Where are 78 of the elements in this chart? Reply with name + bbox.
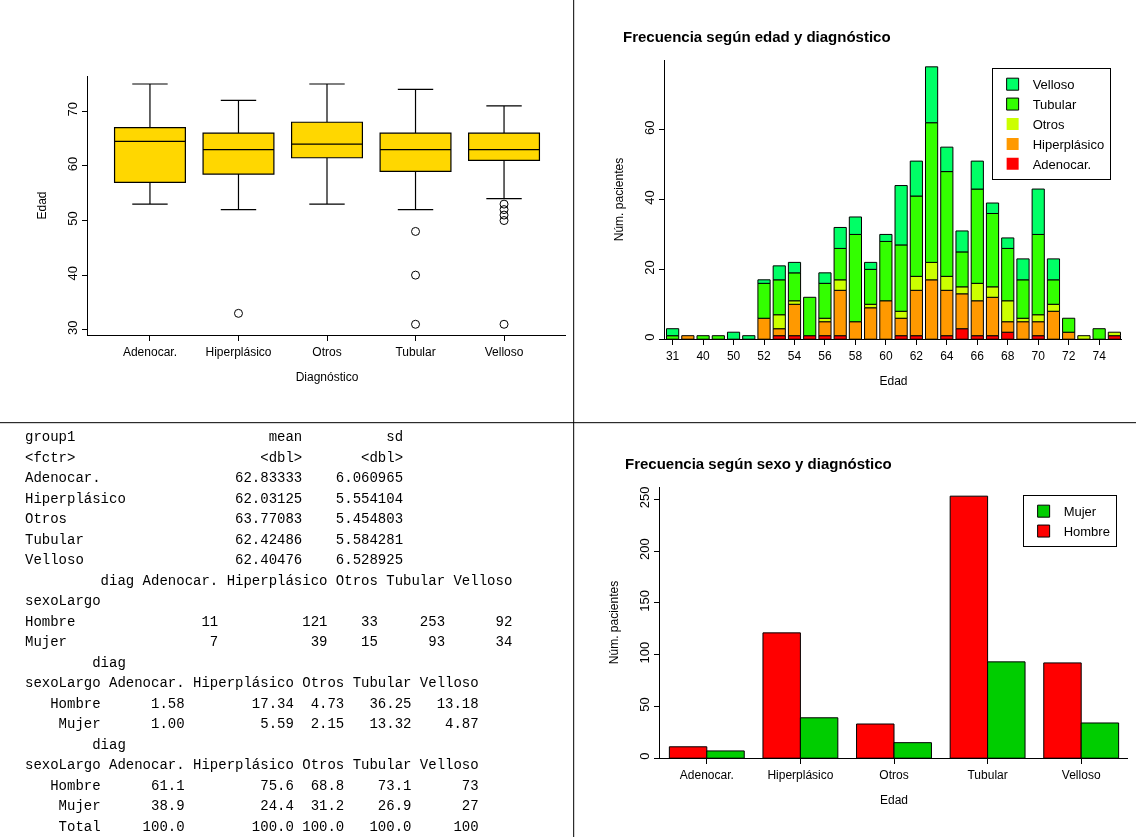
x-tick-label: 58 <box>848 348 863 363</box>
x-tick-label: Otros <box>879 767 909 782</box>
text: sexoLargo Adenocar. Hiperplásico Otros Tubular Velloso <box>25 757 479 773</box>
text: Velloso 62.40476 6.528925 <box>25 552 404 568</box>
text: group1 mean sd <box>25 429 404 445</box>
x-tick-label: Velloso <box>1061 767 1101 782</box>
x-tick-label: Hiperplásico <box>205 344 272 359</box>
x-tick-label: 31 <box>665 348 680 363</box>
y-tick-label: 20 <box>641 260 657 275</box>
text: diag <box>25 737 126 753</box>
text: Tubular 62.42486 5.584281 <box>25 532 404 548</box>
y-tick-label: 50 <box>64 211 80 226</box>
x-axis-title: Edad <box>879 793 909 808</box>
text: Hombre 1.58 17.34 4.73 36.25 13.18 <box>25 696 479 712</box>
text: Mujer 7 39 15 93 34 <box>25 634 513 650</box>
x-tick-label: 70 <box>1031 348 1046 363</box>
x-tick-label: 52 <box>757 348 772 363</box>
y-tick-label: 250 <box>636 486 652 509</box>
bar <box>787 303 802 337</box>
legend-label: Tubular <box>1032 97 1077 113</box>
x-tick-label: 74 <box>1092 348 1107 363</box>
text: Total 100.0 100.0 100.0 100.0 100 <box>25 819 479 835</box>
x-tick-label: 62 <box>909 348 924 363</box>
text: Adenocar. 62.83333 6.060965 <box>25 470 404 486</box>
x-tick-label: Adenocar. <box>122 344 177 359</box>
y-axis-title: Núm. pacientes <box>612 157 627 242</box>
legend-label: Adenocar. <box>1032 156 1092 172</box>
text: Otros 63.77083 5.454803 <box>25 511 404 527</box>
text: sexoLargo <box>25 593 101 609</box>
legend-label: Mujer <box>1063 504 1097 520</box>
text: Mujer 38.9 24.4 31.2 26.9 27 <box>25 798 479 814</box>
x-tick-label: Otros <box>312 344 342 359</box>
chart-title: Frecuencia según sexo y diagnóstico <box>625 455 892 472</box>
y-tick-label: 50 <box>636 697 652 712</box>
x-tick-label: Hiperplásico <box>767 767 834 782</box>
text: <fctr> <dbl> <dbl> <box>25 450 404 466</box>
legend-label: Hombre <box>1063 524 1110 540</box>
x-tick-label: 54 <box>787 348 802 363</box>
text: Hombre 11 121 33 253 92 <box>25 614 513 630</box>
text: Mujer 1.00 5.59 2.15 13.32 4.87 <box>25 716 479 732</box>
x-tick-label: Adenocar. <box>679 767 734 782</box>
x-axis-title: Diagnóstico <box>295 370 359 385</box>
text: Hombre 61.1 75.6 68.8 73.1 73 <box>25 778 479 794</box>
x-tick-label: 64 <box>940 348 954 363</box>
y-tick-label: 100 <box>636 641 652 664</box>
y-tick-label: 150 <box>636 590 652 612</box>
y-tick-label: 70 <box>64 102 80 117</box>
x-tick-label: Tubular <box>395 344 436 359</box>
legend-label: Velloso <box>1032 77 1075 93</box>
legend-label: Otros <box>1032 117 1065 133</box>
y-tick-label: 40 <box>641 190 657 205</box>
y-tick-label: 200 <box>636 538 652 560</box>
bar <box>803 296 817 337</box>
x-tick-label: Velloso <box>484 344 524 359</box>
bar <box>1107 331 1121 337</box>
y-tick-label: 40 <box>64 265 80 281</box>
x-tick-label: 56 <box>818 348 832 363</box>
x-tick-label: Tubular <box>967 767 1008 782</box>
text: diag Adenocar. Hiperplásico Otros Tubular Velloso <box>25 573 513 589</box>
x-axis-title: Edad <box>879 374 908 389</box>
x-tick-label: 50 <box>726 348 741 363</box>
x-tick-label: 66 <box>970 348 985 363</box>
x-tick-label: 60 <box>879 348 893 363</box>
y-tick-label: 30 <box>64 320 80 336</box>
text: diag <box>25 655 126 671</box>
y-tick-label: 60 <box>64 156 80 172</box>
text: Hiperplásico 62.03125 5.554104 <box>25 491 404 507</box>
y-tick-label: 0 <box>641 333 657 341</box>
y-axis-title: Núm. pacientes <box>607 580 622 665</box>
y-tick-label: 0 <box>636 752 652 760</box>
chart-title: Frecuencia según edad y diagnóstico <box>623 28 891 45</box>
y-axis-title: Edad <box>35 191 50 220</box>
x-tick-label: 72 <box>1062 348 1076 363</box>
text: sexoLargo Adenocar. Hiperplásico Otros Tubular Velloso <box>25 675 479 691</box>
x-tick-label: 40 <box>696 348 711 363</box>
y-tick-label: 60 <box>641 120 657 135</box>
x-tick-label: 68 <box>1001 348 1015 363</box>
legend-label: Hiperplásico <box>1032 136 1105 152</box>
